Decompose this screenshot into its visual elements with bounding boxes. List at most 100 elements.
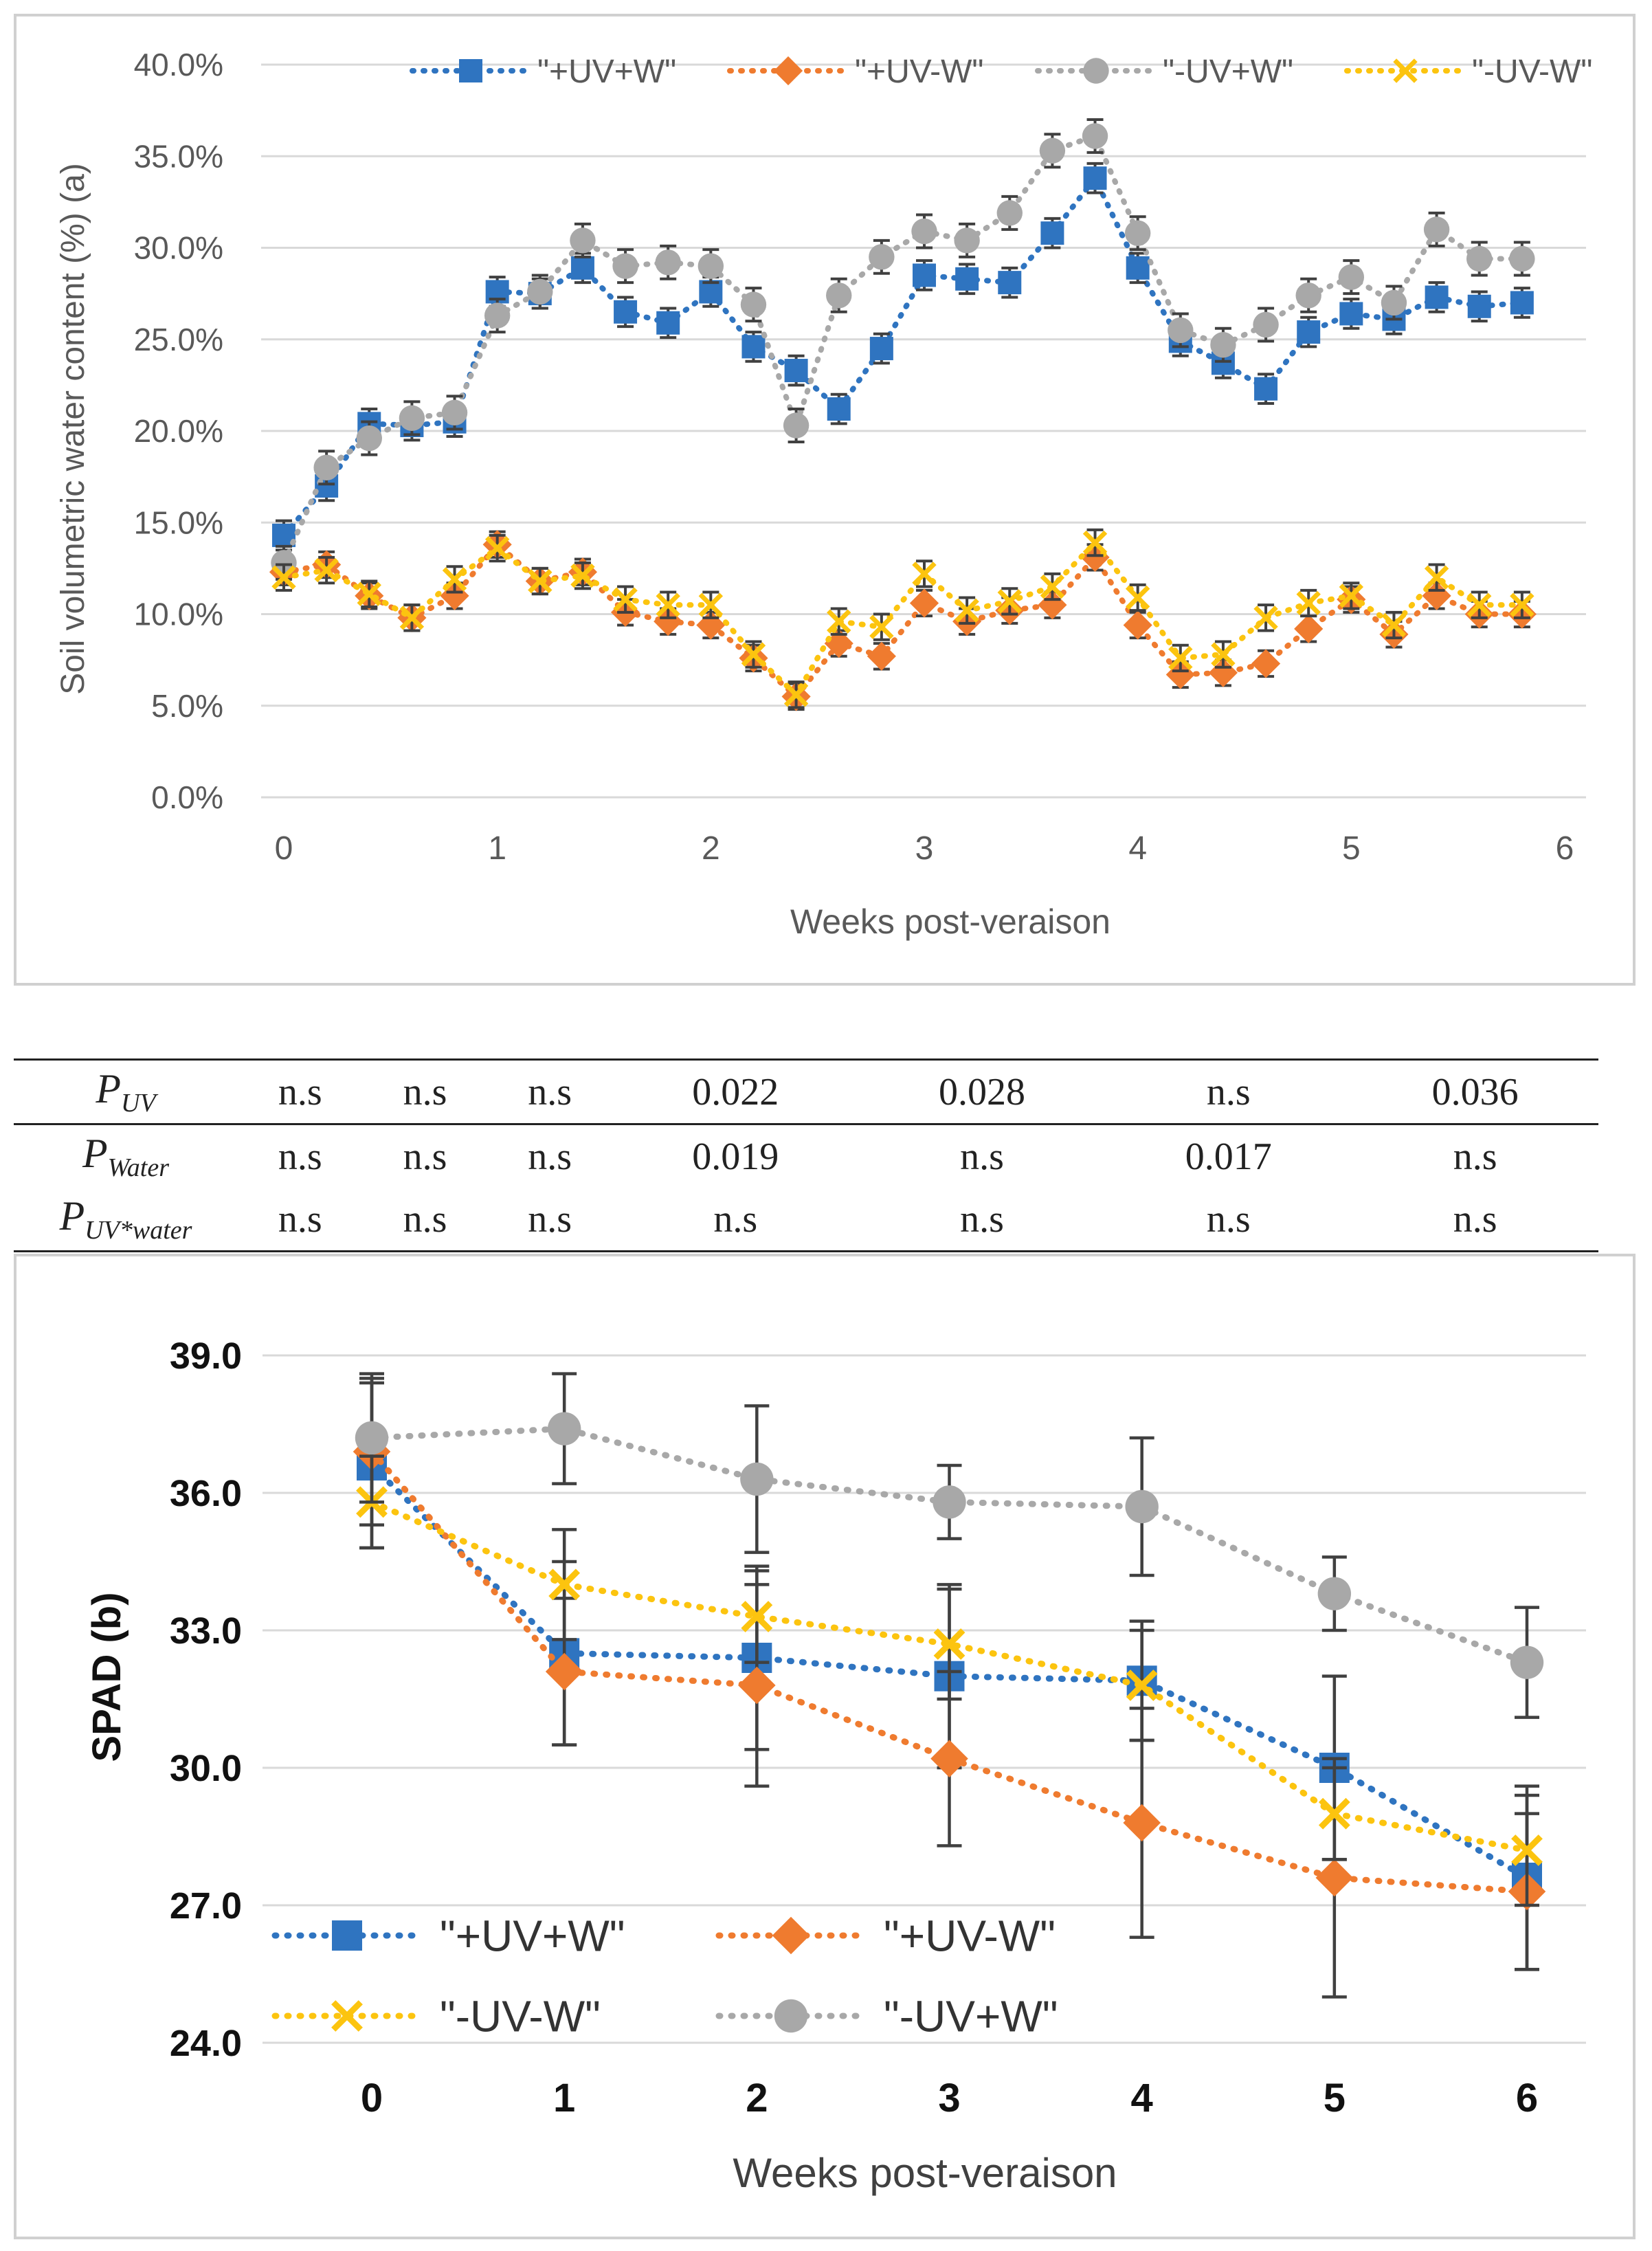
p-table-row-label: PWater — [14, 1124, 238, 1188]
data-point — [869, 337, 893, 361]
data-point — [1509, 245, 1535, 272]
p-table-cell: n.s — [1105, 1188, 1352, 1253]
chart-b-xlabel: Weeks post-veraison — [733, 2150, 1117, 2196]
spad-chart: 24.0 27.0 30.0 33.0 36.0 39.0 0 1 2 3 4 5 6 "+UV+W"… — [14, 1254, 1636, 2239]
legend-label: "+UV+W" — [537, 54, 676, 90]
series--uv-w — [355, 1372, 1544, 1719]
data-point — [527, 278, 553, 305]
y-tick-label: 27.0 — [170, 1885, 242, 1927]
y-tick-label: 30.0 — [170, 1748, 242, 1789]
data-point — [357, 581, 381, 606]
legend-label: "-UV+W" — [884, 1991, 1058, 2041]
data-point — [1168, 317, 1194, 344]
data-point — [1168, 645, 1193, 671]
series--uv-w — [271, 118, 1535, 581]
legend-label: "-UV-W" — [1472, 54, 1592, 90]
data-point — [570, 563, 595, 588]
data-point — [613, 587, 638, 612]
data-point — [656, 592, 680, 617]
x-tick-label: 3 — [938, 2076, 960, 2120]
data-point — [1381, 289, 1407, 316]
p-table-cell: n.s — [528, 1135, 572, 1178]
data-point — [1467, 592, 1492, 617]
p-table-row: PWater n.s n.s n.s 0.019 n.s 0.017 n.s — [14, 1124, 1598, 1188]
data-point — [1126, 1670, 1158, 1701]
chart-a-xlabel: Weeks post-veraison — [790, 902, 1110, 941]
data-point — [1425, 285, 1449, 309]
data-point — [1424, 565, 1449, 590]
data-point — [1082, 530, 1108, 555]
data-point — [612, 253, 638, 279]
y-tick-label: 24.0 — [170, 2023, 242, 2064]
legend-marker — [1083, 58, 1109, 84]
data-point — [1254, 377, 1278, 401]
y-tick-label: 35.0% — [134, 138, 223, 174]
p-table-cell: n.s — [487, 1188, 612, 1253]
data-point — [484, 535, 510, 561]
data-point — [827, 397, 851, 421]
y-tick-label: 15.0% — [134, 504, 223, 540]
data-point — [997, 589, 1022, 614]
data-point — [1510, 291, 1534, 315]
data-point — [954, 228, 980, 254]
x-tick-label: 6 — [1516, 2076, 1538, 2120]
data-point — [911, 218, 937, 245]
data-point — [1124, 220, 1151, 246]
y-tick-label: 25.0% — [134, 322, 223, 357]
p-table-cell: 0.019 — [692, 1135, 779, 1178]
p-table-cell: n.s — [858, 1188, 1106, 1253]
series--uv-w — [356, 1454, 1543, 1907]
y-tick-label: 39.0 — [170, 1335, 242, 1377]
legend-marker — [773, 56, 803, 86]
p-table-cell: n.s — [238, 1058, 363, 1126]
data-point — [1253, 311, 1279, 338]
legend-marker — [1393, 58, 1418, 83]
legend-marker — [332, 1920, 362, 1951]
x-tick-label: 5 — [1324, 2076, 1346, 2120]
data-point — [656, 311, 680, 335]
data-point — [1211, 642, 1236, 667]
data-point — [741, 642, 766, 667]
data-point — [1466, 245, 1493, 272]
data-point — [933, 1628, 965, 1660]
p-table-cell: n.s — [238, 1188, 363, 1253]
data-point — [1467, 294, 1491, 318]
series--uv-w — [271, 528, 1534, 709]
data-point — [913, 263, 936, 287]
x-tick-label: 1 — [488, 830, 506, 867]
p-table-cell: n.s — [1453, 1135, 1497, 1178]
x-tick-label: 3 — [915, 830, 934, 867]
y-tick-label: 33.0 — [170, 1610, 242, 1652]
data-point — [1125, 585, 1150, 610]
p-table-cell: 0.036 — [1352, 1058, 1598, 1126]
legend-marker — [459, 59, 482, 82]
data-point — [356, 425, 382, 452]
data-point — [1381, 612, 1407, 638]
legend-label: "+UV+W" — [440, 1911, 625, 1960]
p-table-cell: n.s — [612, 1188, 859, 1253]
p-table-cell: 0.017 — [1185, 1135, 1272, 1178]
legend-entry: "-UV+W" — [715, 1991, 1058, 2041]
legend-label: "+UV-W" — [855, 54, 983, 90]
x-tick-label: 4 — [1131, 2076, 1153, 2120]
data-point — [1510, 592, 1534, 617]
data-point — [441, 399, 468, 426]
data-point — [1510, 1645, 1544, 1679]
legend-entry: "+UV+W" — [410, 54, 676, 90]
p-table-cell: n.s — [1352, 1188, 1598, 1253]
data-point — [996, 200, 1023, 226]
p-table-cell: n.s — [362, 1058, 488, 1126]
data-point — [741, 335, 766, 359]
data-point — [1040, 221, 1064, 245]
data-point — [824, 629, 853, 658]
x-tick-label: 0 — [361, 2076, 383, 2120]
data-point — [1339, 584, 1364, 608]
data-point — [1082, 123, 1108, 149]
p-table-cell: 0.028 — [858, 1058, 1106, 1126]
p-value-table: PUV n.s n.s n.s 0.022 0.028 n.s 0.036 PWater n.s n… — [14, 1058, 1598, 1253]
data-point — [570, 256, 594, 280]
data-point — [869, 244, 895, 270]
legend-marker — [774, 1999, 808, 2033]
data-point — [1295, 282, 1321, 309]
data-point — [1317, 1577, 1352, 1610]
